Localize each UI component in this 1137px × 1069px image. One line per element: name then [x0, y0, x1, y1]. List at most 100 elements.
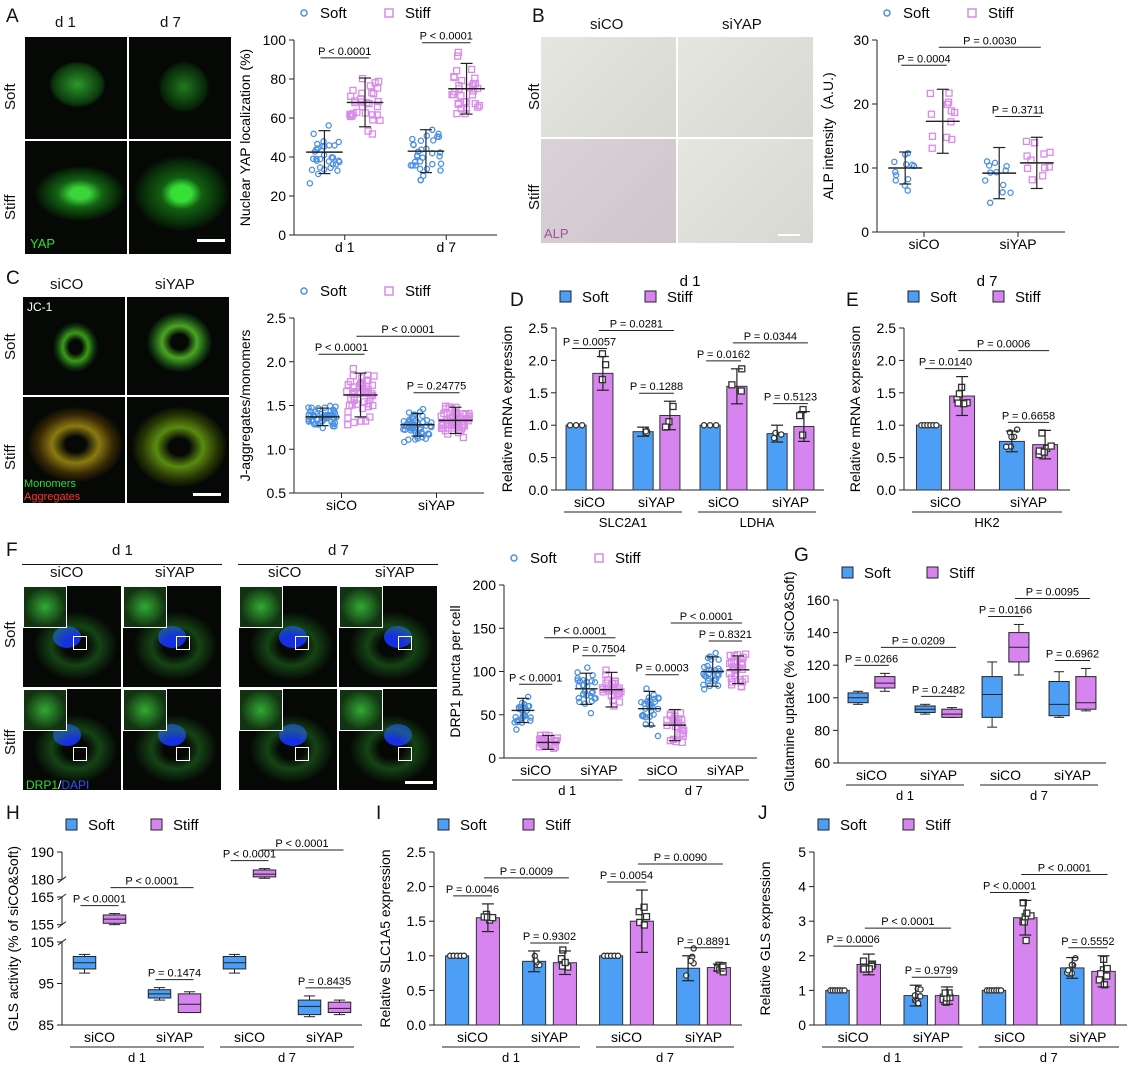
data-point-soft	[993, 168, 1000, 176]
bar-soft	[915, 424, 942, 491]
x-category-label: d 7	[437, 239, 457, 255]
micrograph-panel-c: siCO siYAP Soft Stiff JC-1 Monomers Aggr…	[0, 270, 235, 510]
data-point-stiff	[798, 431, 807, 439]
y-tick-label: 100	[807, 690, 831, 706]
y-tick-label: 2.5	[267, 310, 287, 326]
panel-letter-g: G	[794, 545, 809, 566]
chart-svg: Soft Stiff 0 50 100 150 200 DRP1 puncta per cel…	[447, 550, 757, 798]
p-value-label: P < 0.0001	[680, 611, 733, 623]
data-point-stiff	[1023, 164, 1032, 173]
legend-label: Stiff	[615, 550, 641, 567]
data-point-soft	[436, 149, 444, 156]
panel-letter-c: C	[6, 268, 20, 289]
p-value-label: P = 0.6658	[1002, 410, 1055, 422]
data-point-stiff	[728, 678, 736, 686]
data-point-soft	[405, 436, 412, 443]
data-point-stiff	[550, 744, 558, 753]
data-point-soft	[314, 140, 321, 148]
col-label: siYAP	[155, 564, 195, 581]
chart-c-jc1-ratio: Soft Stiff 0.5 1.0 1.5 2.0 2.5 J-aggregates/mon…	[232, 278, 494, 523]
p-value-label: P < 0.0001	[125, 876, 178, 888]
data-point-stiff	[469, 87, 477, 95]
data-point-soft	[513, 726, 520, 733]
legend-soft-marker	[883, 9, 891, 17]
legend-stiff-marker	[967, 8, 977, 18]
data-point-soft	[576, 698, 583, 706]
data-point-soft	[614, 952, 622, 960]
data-point-soft	[651, 695, 658, 703]
data-point-soft	[422, 435, 429, 442]
micrograph	[338, 688, 438, 791]
chart-i-slc1a5: Soft Stiff 0.0 0.5 1.0 1.5 2.0 2.5 Relative SLC1…	[372, 812, 752, 1067]
chart-e-mrna-d7: d 7 Soft Stiff 0.0 0.5 1.0 1.5 2.0 2.5 Relative m…	[842, 270, 1080, 532]
x-category-label: siCO	[838, 1029, 869, 1045]
micrograph	[126, 396, 230, 504]
x-category-label: siCO	[647, 762, 678, 778]
data-point-stiff	[943, 133, 951, 142]
data-point-stiff	[369, 401, 377, 410]
legend-label: Soft	[903, 5, 931, 22]
data-point-soft	[770, 434, 778, 442]
row-label: Soft	[2, 83, 19, 110]
p-value-label: P = 0.8891	[677, 936, 730, 948]
data-point-stiff	[1023, 152, 1031, 160]
y-axis-label: Relative mRNA expression	[847, 326, 863, 493]
data-point-stiff	[948, 135, 956, 144]
data-point-soft	[308, 404, 315, 411]
data-point-soft	[336, 158, 343, 166]
y-tick-label: 100	[473, 664, 497, 680]
y-tick-label: 5	[798, 844, 806, 860]
data-point-stiff	[368, 89, 376, 97]
bar-soft	[445, 955, 470, 1026]
legend-stiff-swatch	[902, 818, 915, 831]
data-point-soft	[589, 671, 596, 679]
data-point-soft	[566, 421, 574, 429]
x-category-label: siCO	[520, 762, 551, 778]
p-value-label: P < 0.0001	[553, 626, 606, 638]
data-point-soft	[642, 428, 650, 435]
legend-soft-swatch	[817, 818, 830, 831]
data-point-soft	[706, 421, 714, 429]
y-axis-label: J-aggregates/monomers	[237, 330, 253, 482]
data-point-stiff	[347, 112, 355, 121]
y-tick-label: 1.0	[407, 948, 427, 964]
data-point-stiff	[349, 372, 357, 380]
p-value-label: P = 0.0162	[697, 349, 750, 361]
box-stiff	[252, 869, 277, 878]
col-label: siCO	[50, 564, 84, 581]
data-point-soft	[892, 168, 899, 176]
x-category-label: siCO	[856, 767, 887, 783]
data-point-stiff	[1103, 964, 1111, 973]
chart-a-yap-localization: Soft Stiff 0 20 40 60 80 100 Nuclear YAP localiz…	[232, 0, 507, 265]
panel-letter-a: A	[6, 6, 19, 27]
data-point-stiff	[370, 372, 378, 380]
micrograph-panel-f: d 1 d 7 siCO siYAP siCO siYAP Soft Stiff…	[0, 540, 440, 800]
legend-soft-swatch	[437, 818, 450, 831]
chart-d-mrna-d1: d 1 Soft Stiff 0.0 0.5 1.0 1.5 2.0 2.5 Relative m…	[494, 270, 834, 532]
p-value-label: P < 0.0001	[509, 672, 562, 684]
data-point-soft	[574, 669, 581, 676]
p-value-label: P = 0.5123	[764, 392, 817, 404]
data-point-soft	[409, 162, 416, 169]
data-point-stiff	[1040, 150, 1048, 158]
x-group-label: SLC2A1	[599, 515, 647, 530]
data-point-stiff	[615, 690, 624, 698]
col-label: siCO	[50, 276, 84, 293]
micrograph	[540, 138, 677, 244]
data-point-soft	[1064, 967, 1072, 974]
data-point-stiff	[343, 387, 351, 396]
legend-label: Stiff	[173, 817, 199, 834]
data-point-stiff	[859, 957, 868, 965]
p-value-label: P = 0.0209	[892, 635, 945, 647]
x-group-label: LDHA	[740, 515, 775, 530]
data-point-soft	[700, 421, 708, 429]
data-point-soft	[460, 952, 468, 960]
data-point-stiff	[358, 404, 367, 413]
legend-stiff-swatch	[644, 290, 657, 303]
y-tick-label: 0.5	[267, 485, 287, 501]
p-value-label: P = 0.9302	[523, 931, 576, 943]
y-tick-label: 2.0	[529, 352, 549, 368]
x-category-label: siYAP	[580, 762, 617, 778]
x-category-label: siCO	[990, 767, 1021, 783]
data-point-stiff	[347, 92, 355, 101]
